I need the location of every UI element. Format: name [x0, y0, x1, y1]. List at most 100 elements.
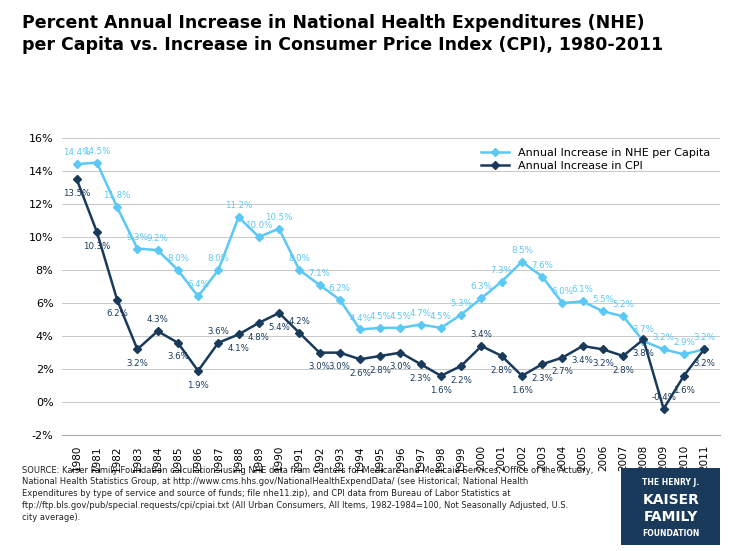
Annual Increase in NHE per Capita	[517, 258, 526, 265]
Text: 11.2%: 11.2%	[225, 201, 252, 210]
Annual Increase in NHE per Capita	[153, 247, 162, 253]
Annual Increase in NHE per Capita	[173, 267, 182, 273]
Text: KAISER: KAISER	[642, 493, 699, 507]
Annual Increase in CPI	[234, 331, 243, 338]
Text: 1.6%: 1.6%	[430, 386, 452, 395]
Annual Increase in CPI	[477, 343, 486, 349]
Text: 1.6%: 1.6%	[673, 386, 695, 395]
Annual Increase in CPI	[194, 368, 203, 374]
Text: 8.5%: 8.5%	[511, 246, 533, 255]
Annual Increase in NHE per Capita	[93, 159, 101, 166]
Text: 2.7%: 2.7%	[551, 368, 573, 376]
Text: 3.4%: 3.4%	[470, 330, 492, 339]
Text: 2.8%: 2.8%	[612, 366, 634, 375]
Annual Increase in CPI	[558, 354, 567, 361]
Text: 2.2%: 2.2%	[451, 376, 472, 385]
Annual Increase in NHE per Capita	[538, 273, 547, 280]
Text: 2.6%: 2.6%	[349, 369, 371, 378]
Text: 4.5%: 4.5%	[430, 312, 452, 321]
Annual Increase in NHE per Capita	[639, 338, 648, 344]
Annual Increase in CPI	[598, 346, 607, 353]
Text: THE HENRY J.: THE HENRY J.	[642, 478, 699, 487]
Text: 2.3%: 2.3%	[410, 374, 431, 383]
Line: Annual Increase in NHE per Capita: Annual Increase in NHE per Capita	[74, 159, 707, 358]
Annual Increase in CPI	[416, 361, 425, 368]
Annual Increase in CPI	[254, 320, 263, 326]
Annual Increase in NHE per Capita	[72, 161, 81, 168]
Text: 4.2%: 4.2%	[288, 317, 310, 326]
Text: 14.5%: 14.5%	[83, 147, 110, 155]
Text: 4.7%: 4.7%	[410, 309, 431, 317]
Text: 4.4%: 4.4%	[349, 314, 371, 322]
Annual Increase in CPI	[335, 349, 344, 356]
Annual Increase in NHE per Capita	[335, 296, 344, 303]
Text: 8.0%: 8.0%	[167, 254, 189, 263]
Annual Increase in NHE per Capita	[315, 282, 324, 288]
Text: 5.2%: 5.2%	[612, 300, 634, 309]
Text: 1.6%: 1.6%	[511, 386, 533, 395]
Text: FOUNDATION: FOUNDATION	[642, 530, 700, 538]
Annual Increase in CPI	[173, 339, 182, 346]
Annual Increase in CPI	[112, 296, 121, 303]
Annual Increase in NHE per Capita	[254, 234, 263, 240]
Text: 2.9%: 2.9%	[673, 338, 695, 347]
Annual Increase in NHE per Capita	[498, 278, 506, 285]
Text: 10.0%: 10.0%	[245, 221, 273, 230]
Annual Increase in NHE per Capita	[295, 267, 304, 273]
Text: 7.3%: 7.3%	[491, 266, 512, 274]
Annual Increase in NHE per Capita	[477, 295, 486, 301]
Text: -0.4%: -0.4%	[651, 393, 676, 402]
Annual Increase in NHE per Capita	[659, 346, 668, 353]
Annual Increase in CPI	[153, 328, 162, 334]
Text: 8.0%: 8.0%	[288, 254, 310, 263]
Annual Increase in CPI	[356, 356, 365, 363]
Annual Increase in CPI	[396, 349, 405, 356]
Annual Increase in CPI	[700, 346, 709, 353]
Text: 3.2%: 3.2%	[693, 333, 715, 342]
Annual Increase in CPI	[133, 346, 142, 353]
Annual Increase in CPI	[517, 372, 526, 379]
Text: 8.0%: 8.0%	[207, 254, 229, 263]
Text: 9.2%: 9.2%	[147, 234, 168, 243]
Text: 9.3%: 9.3%	[126, 233, 148, 241]
Annual Increase in NHE per Capita	[112, 204, 121, 210]
Text: 3.7%: 3.7%	[632, 325, 654, 334]
Annual Increase in CPI	[315, 349, 324, 356]
Text: 4.3%: 4.3%	[147, 315, 168, 324]
Text: 6.3%: 6.3%	[470, 282, 492, 291]
Text: 5.5%: 5.5%	[592, 295, 614, 304]
Annual Increase in NHE per Capita	[578, 298, 587, 305]
Annual Increase in NHE per Capita	[457, 311, 466, 318]
Text: FAMILY: FAMILY	[644, 510, 698, 524]
Annual Increase in CPI	[457, 363, 466, 369]
Annual Increase in NHE per Capita	[679, 351, 688, 358]
Text: 11.8%: 11.8%	[104, 191, 131, 200]
Text: 6.4%: 6.4%	[187, 280, 209, 289]
Text: 14.4%: 14.4%	[63, 148, 90, 157]
Text: 10.5%: 10.5%	[265, 213, 293, 222]
Text: 3.2%: 3.2%	[592, 359, 614, 368]
Annual Increase in NHE per Capita	[416, 321, 425, 328]
Annual Increase in CPI	[619, 353, 628, 359]
Annual Increase in CPI	[578, 343, 587, 349]
Text: 3.6%: 3.6%	[167, 353, 189, 361]
Text: 5.3%: 5.3%	[451, 299, 472, 307]
Annual Increase in NHE per Capita	[598, 308, 607, 315]
Text: 3.2%: 3.2%	[653, 333, 675, 342]
Line: Annual Increase in CPI: Annual Increase in CPI	[74, 176, 707, 412]
Text: 13.5%: 13.5%	[63, 189, 90, 198]
Annual Increase in NHE per Capita	[437, 325, 445, 331]
Annual Increase in CPI	[498, 353, 506, 359]
Text: 2.8%: 2.8%	[369, 366, 391, 375]
Text: 2.8%: 2.8%	[491, 366, 512, 375]
Annual Increase in CPI	[295, 329, 304, 336]
Text: 4.5%: 4.5%	[369, 312, 391, 321]
Text: 1.9%: 1.9%	[187, 381, 209, 390]
Annual Increase in CPI	[659, 406, 668, 412]
Text: 3.0%: 3.0%	[309, 363, 331, 371]
Annual Increase in NHE per Capita	[275, 225, 284, 232]
Text: 4.8%: 4.8%	[248, 333, 270, 342]
Text: 3.2%: 3.2%	[126, 359, 148, 368]
Annual Increase in CPI	[275, 310, 284, 316]
Annual Increase in NHE per Capita	[214, 267, 223, 273]
